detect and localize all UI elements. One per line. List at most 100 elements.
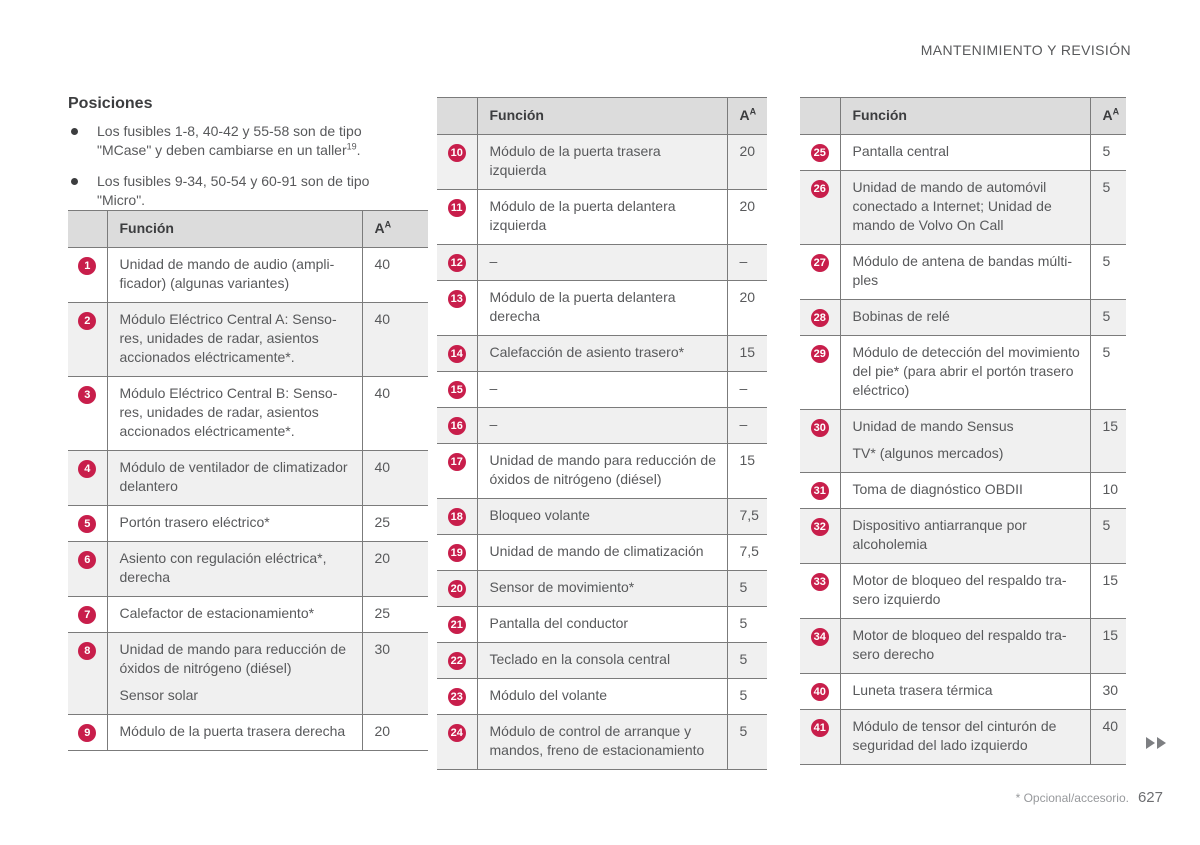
table-row: 11 Módulo de la puerta delantera izquierd… [437,189,767,245]
amp-cell: 20 [727,134,767,190]
function-text: Módulo de antena de bandas múlti­ples [852,253,1073,288]
table-row: 16 – – [437,407,767,444]
function-cell: Unidad de mando Sensus TV* (algunos merca… [840,409,1091,473]
function-text: Bobinas de relé [852,308,950,324]
position-cell: 40 [800,673,841,710]
table-row: 33 Motor de bloqueo del respaldo tra­sero… [800,563,1126,619]
amp-column-label: A [1102,107,1113,123]
position-badge: 41 [810,719,829,737]
position-cell: 31 [800,472,841,509]
table-row: 7 Calefactor de estacionamiento* 25 [68,596,428,633]
position-badge: 1 [78,257,97,275]
position-cell: 41 [800,709,841,765]
amp-cell: – [727,371,767,408]
function-cell: Módulo Eléctrico Central A: Senso­res, u… [107,302,363,377]
fuse-table-3: Función AA 25 Pantalla central 5 26 Unidad de … [800,97,1126,765]
amp-cell: 15 [1090,409,1126,473]
function-cell: Teclado en la consola central [477,642,728,679]
function-column-label: Función [119,220,174,236]
amp-cell: – [727,244,767,281]
amp-cell: 40 [362,247,428,303]
function-text: TV* (algunos mercados) [852,445,1004,461]
function-cell: – [477,371,728,408]
page-footer: * Opcional/accesorio. 627 [1016,789,1163,807]
position-cell: 13 [437,280,478,336]
amp-column-footnote: A [384,219,392,230]
function-cell: Calefacción de asiento trasero* [477,335,728,372]
position-cell: 22 [437,642,478,679]
table-row: 29 Módulo de detección del movi­miento de… [800,335,1126,410]
table-row: 27 Módulo de antena de bandas múlti­ples 5 [800,244,1126,300]
position-badge: 2 [78,312,97,330]
function-cell: – [477,244,728,281]
amp-cell: 15 [727,443,767,499]
amp-cell: 5 [727,678,767,715]
function-column-header: Función [840,97,1091,135]
table-row: 32 Dispositivo antiarranque por alcoholem… [800,508,1126,564]
position-badge: 17 [447,453,466,471]
function-text: Módulo de detección del movi­miento del … [852,344,1080,398]
function-text: Unidad de mando Sensus [852,418,1014,434]
amp-cell: 20 [362,541,428,597]
amp-cell: 25 [362,596,428,633]
table-row: 24 Módulo de control de arranque y mandos… [437,714,767,770]
amp-cell: 5 [1090,170,1126,245]
position-cell: 34 [800,618,841,674]
function-text: Toma de diagnóstico OBDII [852,481,1023,497]
amp-cell: 5 [727,642,767,679]
amp-cell: 5 [727,714,767,770]
function-text: Módulo de ventilador de climatiza­dor de… [119,459,348,494]
amp-cell: 40 [362,302,428,377]
position-badge: 34 [810,628,829,646]
position-badge: 7 [78,606,97,624]
position-badge: 27 [810,254,829,272]
table-row: 26 Unidad de mando de automóvil conectado… [800,170,1126,245]
function-cell: Unidad de mando de climatización [477,534,728,571]
function-cell: Módulo de la puerta delantera derecha [477,280,728,336]
function-cell: Módulo Eléctrico Central B: Senso­res, u… [107,376,363,451]
function-text: Módulo de tensor del cinturón de segurid… [852,718,1057,753]
position-cell: 29 [800,335,841,410]
position-cell: 33 [800,563,841,619]
amp-cell: 30 [362,632,428,715]
function-cell: Módulo de tensor del cinturón de segurid… [840,709,1091,765]
function-text: Módulo de control de arranque y mandos, … [489,723,705,758]
table-row: 5 Portón trasero eléctrico* 25 [68,505,428,542]
position-badge: 12 [447,254,466,272]
position-badge: 8 [78,642,97,660]
function-text: Módulo de la puerta delantera derecha [489,289,676,324]
function-cell: Toma de diagnóstico OBDII [840,472,1091,509]
position-badge: 28 [810,309,829,327]
position-cell: 2 [68,302,108,377]
position-badge: 11 [447,199,466,217]
function-cell: Pantalla central [840,134,1091,171]
amp-cell: 15 [727,335,767,372]
function-text: Asiento con regulación eléctrica*, derec… [119,550,327,585]
table-row: 25 Pantalla central 5 [800,134,1126,171]
position-column-header [437,97,478,135]
function-text: Unidad de mando para reducción de óxidos… [489,452,717,487]
position-cell: 7 [68,596,108,633]
amp-column-footnote: A [749,106,757,117]
position-badge: 3 [78,386,97,404]
function-column-label: Función [852,107,907,123]
function-cell: Motor de bloqueo del respaldo tra­sero i… [840,563,1091,619]
function-text: Módulo de la puerta trasera izquierda [489,143,661,178]
amp-cell: 40 [362,376,428,451]
function-text: Dispositivo antiarranque por alcoholemia [852,517,1027,552]
position-cell: 9 [68,714,108,751]
function-cell: Sensor de movimiento* [477,570,728,607]
position-cell: 18 [437,498,478,535]
position-cell: 17 [437,443,478,499]
table-row: 20 Sensor de movimiento* 5 [437,570,767,607]
position-column-header [68,210,108,248]
table-row: 9 Módulo de la puerta trasera dere­cha 20 [68,714,428,751]
amp-column-label: A [739,107,750,123]
position-cell: 23 [437,678,478,715]
fuse-table-2: Función AA 10 Módulo de la puerta trasera i… [437,97,767,770]
table-header-row: Función AA [68,210,428,248]
amp-cell: 25 [362,505,428,542]
position-column-header [800,97,841,135]
position-badge: 4 [78,460,97,478]
arrow-right-icon [1146,737,1155,749]
